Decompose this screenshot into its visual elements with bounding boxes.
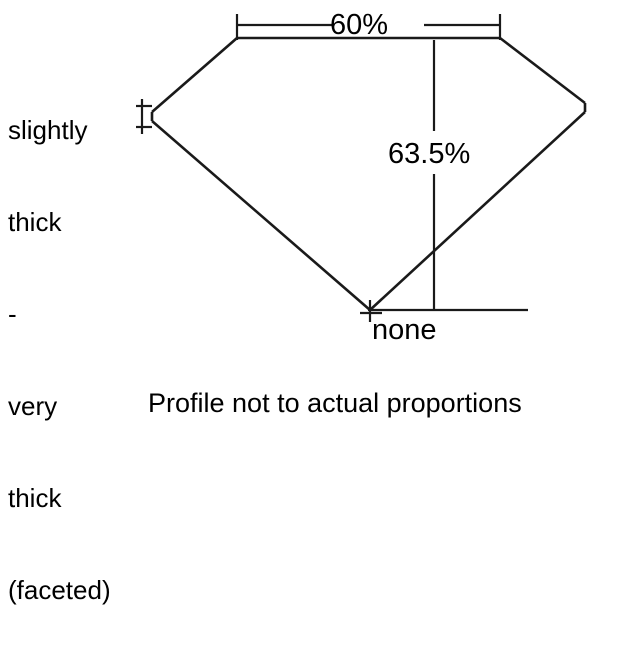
crown-right-slope: [499, 36, 586, 105]
pavilion-left-slope: [151, 120, 371, 311]
pavilion-right-slope: [369, 111, 586, 311]
culet-size-label: none: [372, 314, 437, 346]
girdle-label-line-5: thick: [8, 483, 62, 514]
girdle-label-line-4: very: [8, 391, 58, 422]
table-percent-label: 60%: [330, 9, 389, 41]
girdle-label-line-3: -: [8, 299, 17, 330]
proportions-footnote: Profile not to actual proportions: [148, 388, 522, 418]
culet-reference-group: [360, 300, 528, 322]
diamond-profile-diagram: slightly thick - very thick (faceted) 60…: [8, 9, 587, 605]
girdle-thickness-label: slightly thick - very thick (faceted): [8, 54, 111, 667]
girdle-label-line-2: thick: [8, 207, 62, 238]
girdle-label-line-6: (faceted): [8, 575, 111, 606]
table-dimension-group: [235, 14, 502, 40]
depth-percent-label: 63.5%: [388, 138, 471, 170]
diamond-profile-drawing: [136, 14, 587, 322]
crown-left-slope: [151, 37, 238, 113]
girdle-marker-group: [136, 99, 152, 134]
girdle-label-line-1: slightly: [8, 115, 88, 146]
stone-outline-group: [150, 36, 587, 311]
